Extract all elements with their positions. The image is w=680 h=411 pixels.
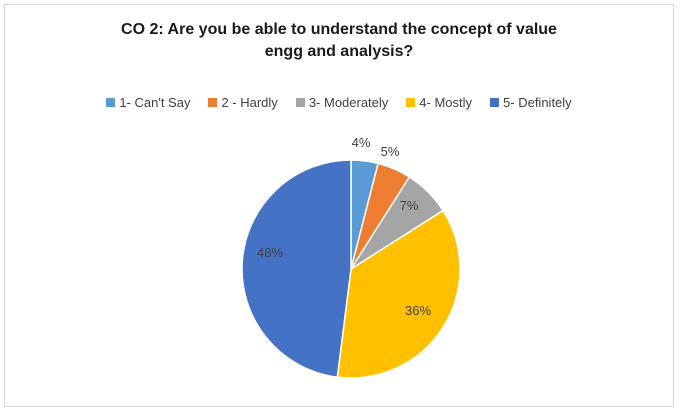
chart-title-line-1: CO 2: Are you be able to understand the … [121,21,557,38]
pie-data-label: 7% [400,198,419,213]
chart-legend: 1- Can't Say 2 - Hardly 3- Moderately 4- Mo… [5,95,673,110]
pie-data-label: 48% [257,245,283,260]
pie-data-label: 4% [352,135,371,150]
chart-title: CO 2: Are you be able to understand the … [5,19,673,63]
legend-label: 4- Mostly [419,95,473,110]
legend-label: 5- Definitely [503,95,572,110]
legend-swatch [295,98,305,107]
pie-slice [336,209,461,379]
chart-title-line-2: engg and analysis? [264,43,414,60]
legend-label: 2 - Hardly [221,95,278,110]
legend-item: 1- Can't Say [106,95,190,110]
legend-label: 1- Can't Say [119,95,191,110]
legend-swatch [106,98,116,107]
legend-swatch [406,98,416,107]
pie-data-label: 36% [405,303,431,318]
legend-label: 3- Moderately [308,95,389,110]
legend-item: 5- Definitely [490,95,572,110]
legend-item: 4- Mostly [406,95,472,110]
legend-item: 3- Moderately [295,95,389,110]
legend-item: 2 - Hardly [208,95,278,110]
legend-swatch [208,98,218,107]
legend-swatch [490,98,500,107]
pie-data-label: 5% [381,144,400,159]
pie-slice [241,159,352,378]
